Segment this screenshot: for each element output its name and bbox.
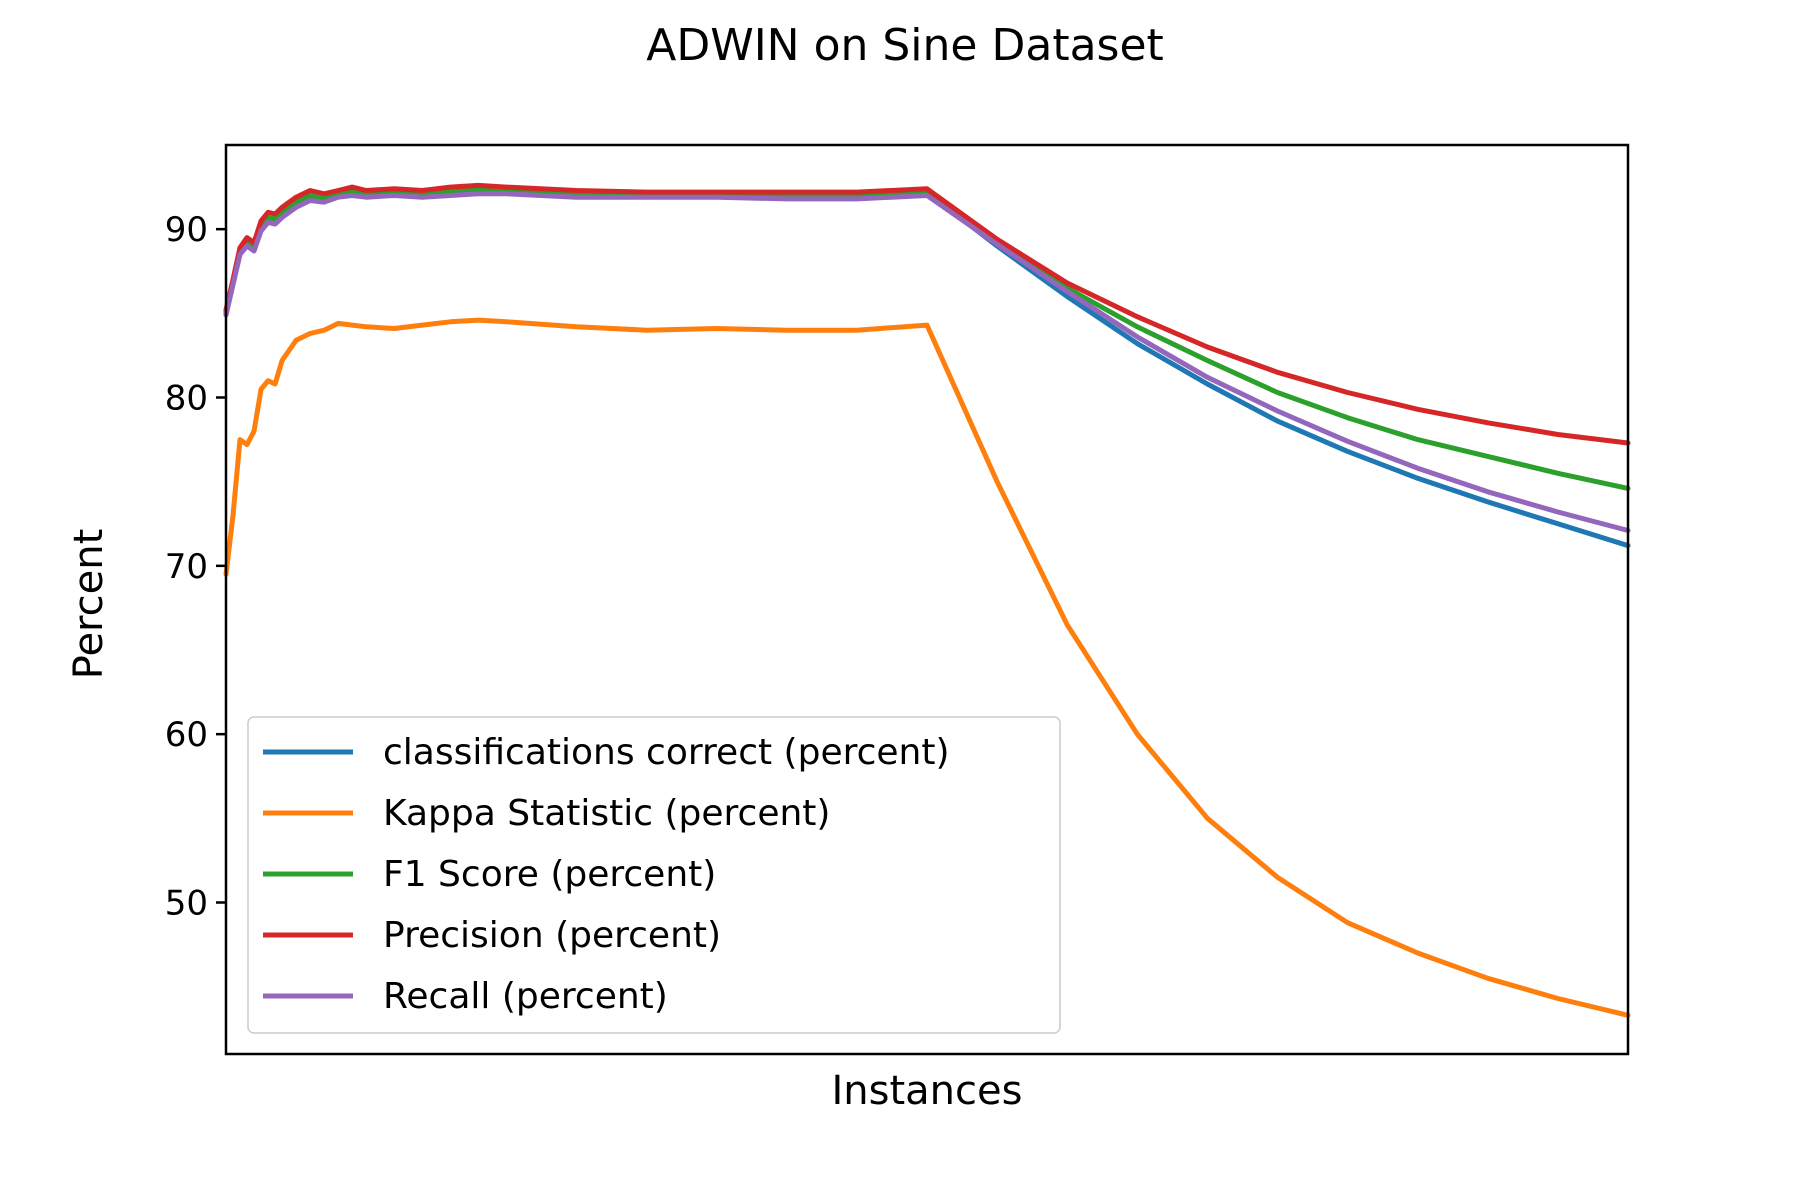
y-tick-label: 80 bbox=[165, 379, 208, 419]
chart-title: ADWIN on Sine Dataset bbox=[646, 20, 1164, 71]
series-line-2 bbox=[223, 186, 1631, 491]
legend: classifications correct (percent) Kappa S… bbox=[247, 716, 1061, 1034]
y-axis-label: Percent bbox=[66, 529, 112, 680]
series-line-3 bbox=[223, 182, 1631, 446]
legend-label: Precision (percent) bbox=[383, 915, 721, 956]
legend-entries: classifications correct (percent) Kappa S… bbox=[263, 732, 950, 1017]
legend-label: Recall (percent) bbox=[383, 976, 668, 1017]
series-line-1 bbox=[223, 317, 1631, 1018]
y-axis-ticks: 50 60 70 80 90 bbox=[165, 210, 226, 924]
x-axis-label: Instances bbox=[832, 1068, 1023, 1114]
y-tick-label: 90 bbox=[165, 210, 208, 250]
legend-box bbox=[247, 716, 1061, 1034]
legend-label: Kappa Statistic (percent) bbox=[383, 793, 830, 834]
series-layer bbox=[223, 182, 1631, 1018]
y-tick-label: 60 bbox=[165, 715, 208, 755]
legend-label: classifications correct (percent) bbox=[383, 732, 950, 773]
plot-frame bbox=[224, 143, 1630, 1056]
y-tick-label: 50 bbox=[165, 884, 208, 924]
y-tick-label: 70 bbox=[165, 547, 208, 587]
series-line-4 bbox=[223, 191, 1631, 533]
legend-label: F1 Score (percent) bbox=[383, 854, 716, 895]
